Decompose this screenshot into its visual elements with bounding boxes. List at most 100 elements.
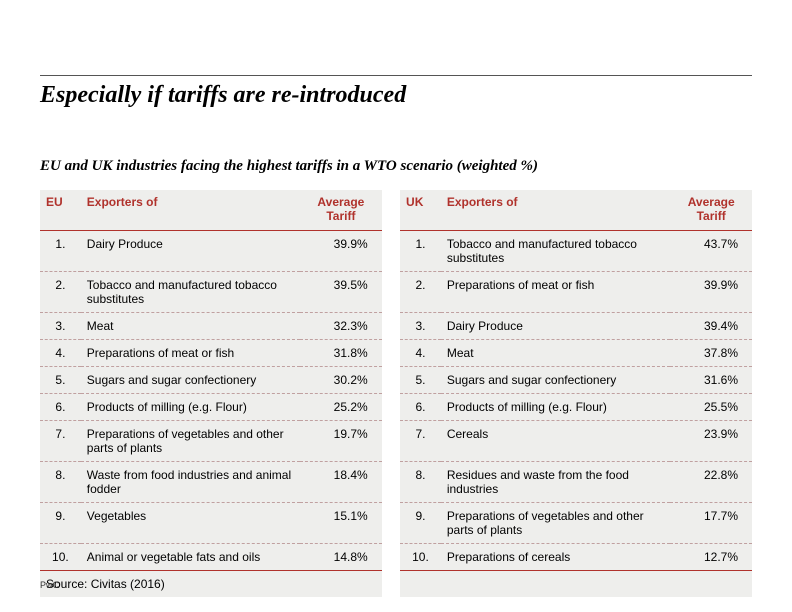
gap-cell xyxy=(382,271,400,312)
uk-exporter-cell: Products of milling (e.g. Flour) xyxy=(441,393,671,420)
uk-tariff-cell: 43.7% xyxy=(670,230,752,271)
uk-rank-cell: 9. xyxy=(400,502,441,543)
eu-tariff-cell: 15.1% xyxy=(300,502,382,543)
gap-cell xyxy=(382,339,400,366)
title-rule xyxy=(40,75,752,76)
eu-exporter-cell: Products of milling (e.g. Flour) xyxy=(81,393,300,420)
uk-rank-cell: 8. xyxy=(400,461,441,502)
source-row: Source: Civitas (2016) xyxy=(40,570,752,597)
uk-tariff-cell: 23.9% xyxy=(670,420,752,461)
gap-cell xyxy=(382,312,400,339)
uk-tariff-cell: 39.4% xyxy=(670,312,752,339)
uk-tariff-cell: 12.7% xyxy=(670,543,752,570)
col-header-eu: EU xyxy=(40,190,81,230)
table-row: 9.Vegetables15.1%9.Preparations of veget… xyxy=(40,502,752,543)
eu-rank-cell: 9. xyxy=(40,502,81,543)
avg-tariff-line2: Tariff xyxy=(697,209,726,223)
eu-exporter-cell: Sugars and sugar confectionery xyxy=(81,366,300,393)
uk-rank-cell: 6. xyxy=(400,393,441,420)
gap-cell xyxy=(382,502,400,543)
page-subtitle: EU and UK industries facing the highest … xyxy=(40,158,538,175)
uk-exporter-cell: Meat xyxy=(441,339,671,366)
col-header-uk: UK xyxy=(400,190,441,230)
eu-exporter-cell: Vegetables xyxy=(81,502,300,543)
tariff-table: EU Exporters of Average Tariff UK Export… xyxy=(40,190,752,597)
eu-exporter-cell: Preparations of vegetables and other par… xyxy=(81,420,300,461)
uk-tariff-cell: 37.8% xyxy=(670,339,752,366)
uk-tariff-cell: 39.9% xyxy=(670,271,752,312)
uk-exporter-cell: Preparations of cereals xyxy=(441,543,671,570)
eu-rank-cell: 5. xyxy=(40,366,81,393)
eu-tariff-cell: 18.4% xyxy=(300,461,382,502)
uk-exporter-cell: Dairy Produce xyxy=(441,312,671,339)
eu-exporter-cell: Waste from food industries and animal fo… xyxy=(81,461,300,502)
uk-exporter-cell: Sugars and sugar confectionery xyxy=(441,366,671,393)
table-row: 3.Meat32.3%3.Dairy Produce39.4% xyxy=(40,312,752,339)
gap-cell xyxy=(382,393,400,420)
uk-rank-cell: 1. xyxy=(400,230,441,271)
eu-rank-cell: 7. xyxy=(40,420,81,461)
avg-tariff-line1: Average xyxy=(688,195,735,209)
uk-rank-cell: 10. xyxy=(400,543,441,570)
col-header-exporters-eu: Exporters of xyxy=(81,190,300,230)
eu-rank-cell: 2. xyxy=(40,271,81,312)
eu-rank-cell: 1. xyxy=(40,230,81,271)
gap-cell xyxy=(382,230,400,271)
uk-rank-cell: 4. xyxy=(400,339,441,366)
eu-tariff-cell: 32.3% xyxy=(300,312,382,339)
uk-rank-cell: 3. xyxy=(400,312,441,339)
eu-tariff-cell: 39.5% xyxy=(300,271,382,312)
tariff-table-container: EU Exporters of Average Tariff UK Export… xyxy=(40,190,752,597)
table-row: 10.Animal or vegetable fats and oils14.8… xyxy=(40,543,752,570)
eu-tariff-cell: 30.2% xyxy=(300,366,382,393)
col-gap xyxy=(382,190,400,230)
table-row: 5.Sugars and sugar confectionery30.2%5.S… xyxy=(40,366,752,393)
uk-rank-cell: 5. xyxy=(400,366,441,393)
slide-page: Especially if tariffs are re-introduced … xyxy=(0,0,792,612)
uk-tariff-cell: 22.8% xyxy=(670,461,752,502)
col-header-tariff-eu: Average Tariff xyxy=(300,190,382,230)
gap-cell xyxy=(382,366,400,393)
uk-tariff-cell: 31.6% xyxy=(670,366,752,393)
eu-tariff-cell: 14.8% xyxy=(300,543,382,570)
page-title: Especially if tariffs are re-introduced xyxy=(40,82,406,109)
eu-exporter-cell: Preparations of meat or fish xyxy=(81,339,300,366)
gap-cell xyxy=(382,543,400,570)
eu-rank-cell: 4. xyxy=(40,339,81,366)
gap-cell xyxy=(382,570,400,597)
eu-tariff-cell: 39.9% xyxy=(300,230,382,271)
gap-cell xyxy=(382,420,400,461)
gap-cell xyxy=(382,461,400,502)
uk-rank-cell: 7. xyxy=(400,420,441,461)
eu-exporter-cell: Tobacco and manufactured tobacco substit… xyxy=(81,271,300,312)
table-row: 7.Preparations of vegetables and other p… xyxy=(40,420,752,461)
eu-tariff-cell: 19.7% xyxy=(300,420,382,461)
table-row: 4.Preparations of meat or fish31.8%4.Mea… xyxy=(40,339,752,366)
avg-tariff-line1: Average xyxy=(317,195,364,209)
col-header-exporters-uk: Exporters of xyxy=(441,190,671,230)
source-cell-right xyxy=(400,570,752,597)
eu-rank-cell: 3. xyxy=(40,312,81,339)
eu-exporter-cell: Meat xyxy=(81,312,300,339)
eu-tariff-cell: 25.2% xyxy=(300,393,382,420)
uk-tariff-cell: 25.5% xyxy=(670,393,752,420)
footer-logo: PwC xyxy=(40,580,59,590)
uk-exporter-cell: Preparations of vegetables and other par… xyxy=(441,502,671,543)
col-header-tariff-uk: Average Tariff xyxy=(670,190,752,230)
table-row: 2.Tobacco and manufactured tobacco subst… xyxy=(40,271,752,312)
table-header-row: EU Exporters of Average Tariff UK Export… xyxy=(40,190,752,230)
eu-rank-cell: 8. xyxy=(40,461,81,502)
uk-exporter-cell: Cereals xyxy=(441,420,671,461)
eu-exporter-cell: Animal or vegetable fats and oils xyxy=(81,543,300,570)
eu-exporter-cell: Dairy Produce xyxy=(81,230,300,271)
table-row: 8.Waste from food industries and animal … xyxy=(40,461,752,502)
eu-rank-cell: 10. xyxy=(40,543,81,570)
uk-exporter-cell: Tobacco and manufactured tobacco substit… xyxy=(441,230,671,271)
avg-tariff-line2: Tariff xyxy=(326,209,355,223)
uk-exporter-cell: Residues and waste from the food industr… xyxy=(441,461,671,502)
table-row: 1.Dairy Produce39.9%1.Tobacco and manufa… xyxy=(40,230,752,271)
eu-tariff-cell: 31.8% xyxy=(300,339,382,366)
uk-exporter-cell: Preparations of meat or fish xyxy=(441,271,671,312)
eu-rank-cell: 6. xyxy=(40,393,81,420)
table-row: 6.Products of milling (e.g. Flour)25.2%6… xyxy=(40,393,752,420)
